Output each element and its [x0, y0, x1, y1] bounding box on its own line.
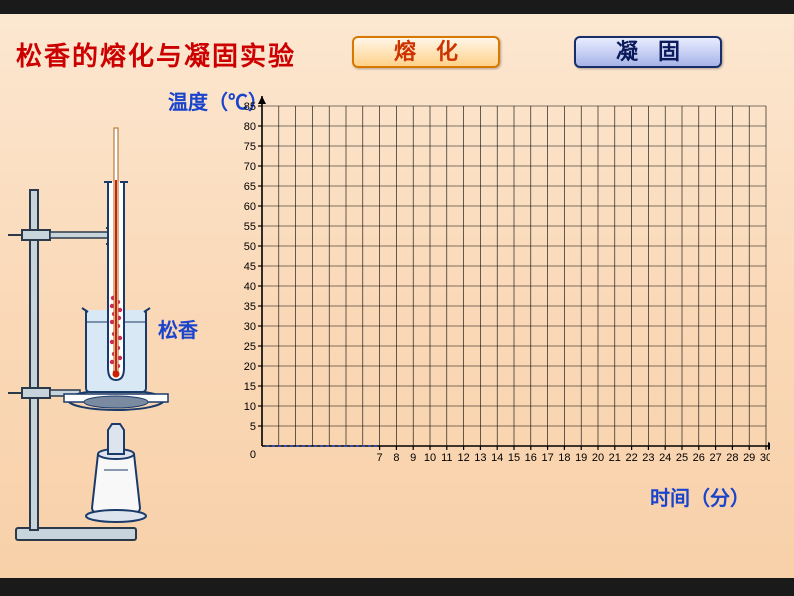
- svg-text:19: 19: [575, 452, 587, 464]
- svg-text:17: 17: [541, 452, 553, 464]
- svg-text:10: 10: [424, 452, 436, 464]
- svg-text:29: 29: [743, 452, 755, 464]
- temperature-time-chart: 5 10 15 20 25 30 35 40 45 50 55 60 65 70 75 80 85 0 789 10 1…: [240, 94, 770, 474]
- freeze-button[interactable]: 凝固: [574, 36, 722, 68]
- svg-text:0: 0: [250, 449, 256, 461]
- svg-text:13: 13: [474, 452, 486, 464]
- svg-text:5: 5: [250, 421, 256, 433]
- svg-text:14: 14: [491, 452, 503, 464]
- svg-text:75: 75: [244, 141, 256, 153]
- svg-text:12: 12: [457, 452, 469, 464]
- svg-text:30: 30: [760, 452, 770, 464]
- svg-text:40: 40: [244, 281, 256, 293]
- svg-text:15: 15: [508, 452, 520, 464]
- svg-text:20: 20: [244, 361, 256, 373]
- svg-text:10: 10: [244, 401, 256, 413]
- svg-text:50: 50: [244, 241, 256, 253]
- page-title: 松香的熔化与凝固实验: [16, 36, 296, 73]
- svg-text:85: 85: [244, 101, 256, 113]
- svg-text:55: 55: [244, 221, 256, 233]
- melt-button[interactable]: 熔化: [352, 36, 500, 68]
- svg-text:7: 7: [377, 452, 383, 464]
- bottom-frame-bar: [0, 578, 794, 596]
- top-frame-bar: [0, 0, 794, 14]
- svg-text:18: 18: [558, 452, 570, 464]
- svg-text:11: 11: [441, 452, 452, 464]
- svg-text:8: 8: [393, 452, 399, 464]
- svg-text:70: 70: [244, 161, 256, 173]
- svg-text:28: 28: [726, 452, 738, 464]
- svg-text:60: 60: [244, 201, 256, 213]
- svg-text:25: 25: [244, 341, 256, 353]
- svg-text:22: 22: [625, 452, 637, 464]
- svg-text:80: 80: [244, 121, 256, 133]
- svg-text:30: 30: [244, 321, 256, 333]
- svg-text:16: 16: [525, 452, 537, 464]
- svg-text:15: 15: [244, 381, 256, 393]
- svg-text:20: 20: [592, 452, 604, 464]
- x-axis-label: 时间（分）: [650, 482, 750, 511]
- svg-text:9: 9: [410, 452, 416, 464]
- svg-text:27: 27: [709, 452, 721, 464]
- svg-text:35: 35: [244, 301, 256, 313]
- svg-text:24: 24: [659, 452, 671, 464]
- svg-text:21: 21: [609, 452, 621, 464]
- apparatus-diagram: [8, 110, 208, 550]
- svg-text:45: 45: [244, 261, 256, 273]
- svg-text:25: 25: [676, 452, 688, 464]
- svg-text:26: 26: [693, 452, 705, 464]
- svg-text:65: 65: [244, 181, 256, 193]
- svg-text:23: 23: [642, 452, 654, 464]
